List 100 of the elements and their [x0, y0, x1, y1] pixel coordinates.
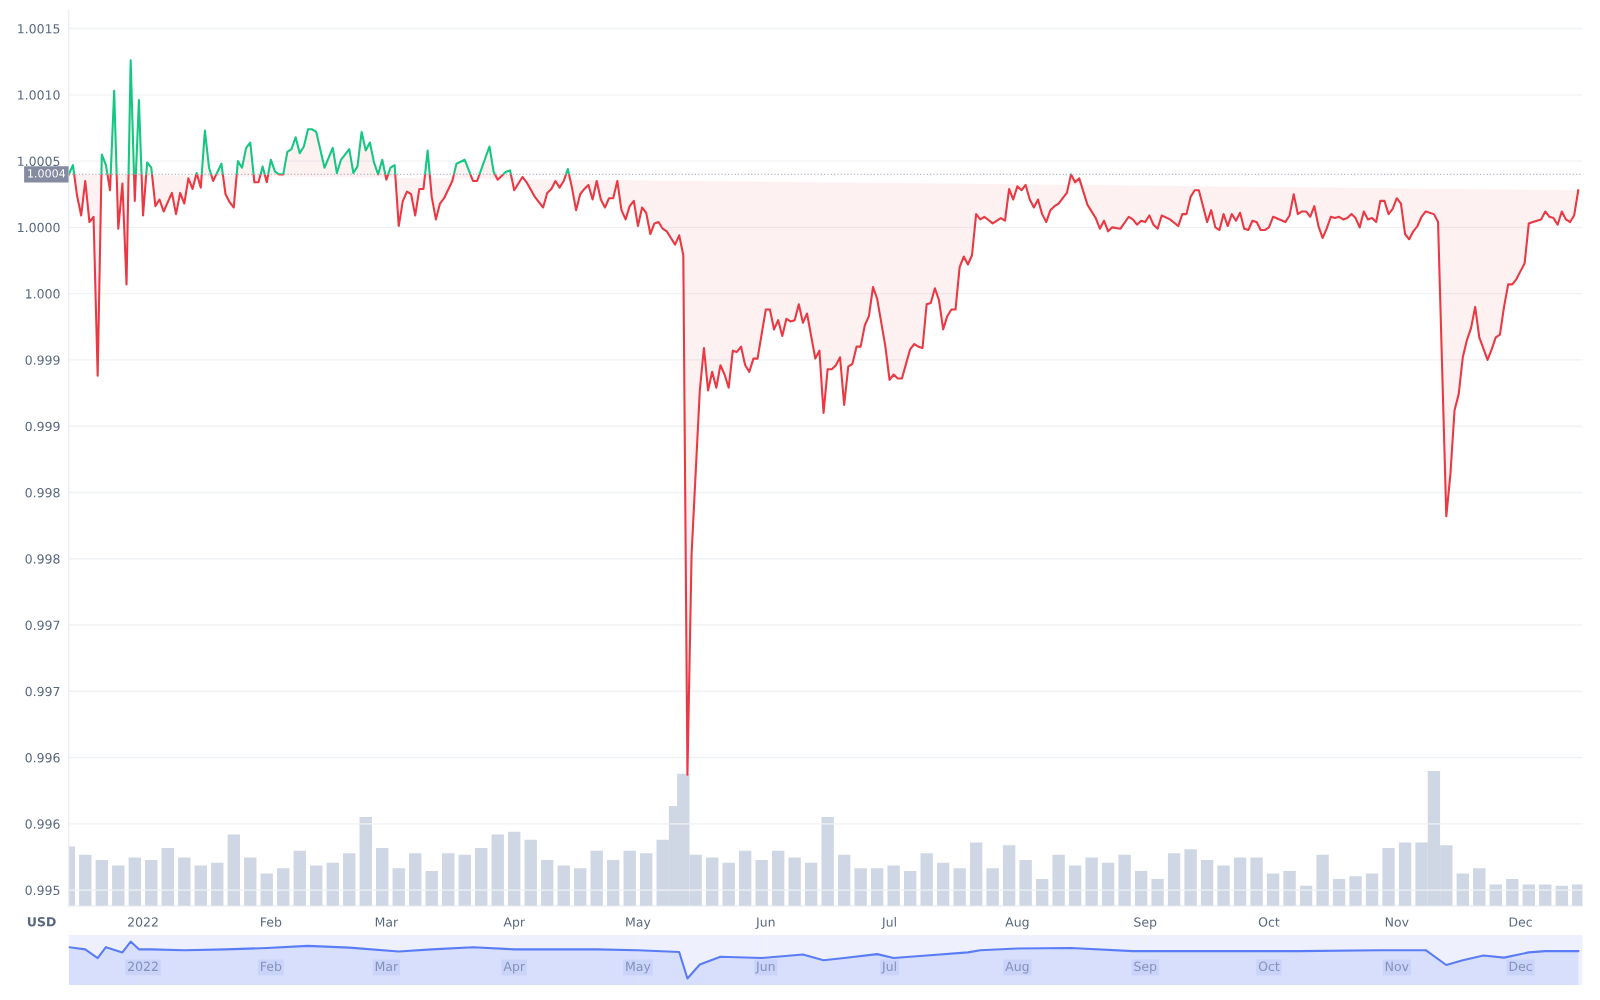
bar: [771, 850, 785, 906]
bar: [95, 860, 108, 906]
bar: [1019, 860, 1032, 906]
bar: [524, 839, 537, 906]
x-tick-label: Jun: [755, 961, 775, 974]
bar: [128, 857, 141, 906]
bar: [392, 868, 405, 906]
y-tick-label: 0.999: [25, 421, 60, 432]
x-tick-label: Nov: [1385, 961, 1409, 972]
bar: [1151, 879, 1164, 906]
x-tick-label: May: [626, 961, 651, 974]
text: USD: [27, 916, 56, 927]
bar: [1349, 876, 1362, 906]
bar: [623, 850, 636, 906]
bar: [491, 834, 504, 906]
bar: [1085, 857, 1098, 906]
y-tick-label: 0.997: [25, 686, 60, 697]
bar: [178, 857, 191, 906]
bar: [508, 831, 521, 906]
x-tick-label: Jul: [881, 961, 896, 974]
bar: [1118, 854, 1131, 906]
x-tick-label: Jun: [755, 917, 775, 930]
bar: [1200, 860, 1214, 906]
bar: [1101, 862, 1115, 906]
y-tick-label: 1.0015: [18, 24, 60, 34]
bar: [161, 847, 174, 906]
y-tick-label: 0.997: [25, 620, 60, 630]
bar: [376, 847, 389, 906]
bar: [326, 862, 339, 906]
bar: [574, 868, 587, 906]
y-tick-label: 1.0005: [18, 156, 60, 167]
bar: [293, 850, 306, 906]
bar: [343, 853, 356, 906]
x-tick-label: Mar: [375, 961, 399, 972]
bar: [475, 847, 488, 906]
bar: [194, 865, 207, 906]
bar: [1217, 865, 1230, 906]
bar: [442, 853, 455, 906]
bar: [409, 853, 422, 906]
bar: [277, 868, 290, 906]
bar: [458, 854, 471, 906]
bar: [1052, 854, 1065, 906]
x-tick-label: Oct: [1258, 961, 1280, 972]
bar: [722, 862, 735, 906]
y-tick-label: 0.996: [25, 753, 60, 763]
bar: [541, 860, 554, 906]
bar: [1002, 845, 1016, 906]
x-tick-label: Apr: [503, 961, 526, 974]
bar: [227, 834, 240, 906]
bar: [887, 865, 900, 906]
bar: [788, 857, 801, 906]
bar: [969, 842, 983, 906]
bar: [837, 854, 851, 906]
x-tick-label: Sep: [1134, 917, 1157, 930]
bar: [1398, 842, 1412, 906]
x-tick-label: May: [626, 917, 651, 930]
x-tick-label: Dec: [1509, 917, 1532, 927]
x-tick-label: Nov: [1385, 917, 1409, 927]
bar: [1382, 847, 1395, 906]
bar: [112, 865, 125, 906]
bar: [145, 860, 158, 906]
x-tick-label: Sep: [1134, 961, 1157, 974]
x-tick-label: Oct: [1258, 917, 1280, 927]
bar: [738, 850, 752, 906]
bar: [1233, 857, 1247, 906]
x-tick-label: Feb: [261, 917, 282, 927]
y-tick-label: 1.0000: [18, 222, 60, 233]
bar: [755, 860, 768, 906]
x-tick-label: Feb: [261, 961, 282, 972]
bar: [1068, 865, 1082, 906]
y-tick-label: 0.998: [25, 554, 60, 564]
bar: [590, 850, 603, 906]
bar: [706, 857, 719, 906]
bar: [920, 853, 933, 906]
x-tick-label: 2022: [128, 917, 158, 927]
bar: [1316, 854, 1329, 906]
x-tick-label: Mar: [375, 917, 399, 927]
bar: [870, 868, 884, 906]
bar: [640, 853, 653, 906]
x-tick-label: Aug: [1005, 917, 1029, 930]
bar: [936, 862, 950, 906]
x-tick-label: 2022: [128, 961, 158, 972]
bar: [557, 865, 570, 906]
bar: [986, 868, 999, 906]
bar: [607, 860, 620, 906]
bar: [953, 868, 966, 906]
bar: [211, 862, 224, 906]
bar: [804, 862, 818, 906]
y-tick-label: 0.995: [25, 885, 60, 896]
bar: [79, 854, 92, 906]
bar: [1283, 870, 1296, 906]
x-tick-label: Jul: [881, 917, 896, 930]
bar: [854, 868, 867, 906]
y-tick-label: 1.000: [26, 289, 60, 299]
ref-line-label: 1.0004: [28, 169, 66, 178]
bar: [1167, 853, 1181, 906]
y-tick-label: 0.996: [25, 819, 60, 829]
y-tick-label: 0.999: [25, 355, 60, 365]
y-tick-label: 0.998: [25, 487, 60, 498]
bar: [1184, 849, 1197, 906]
